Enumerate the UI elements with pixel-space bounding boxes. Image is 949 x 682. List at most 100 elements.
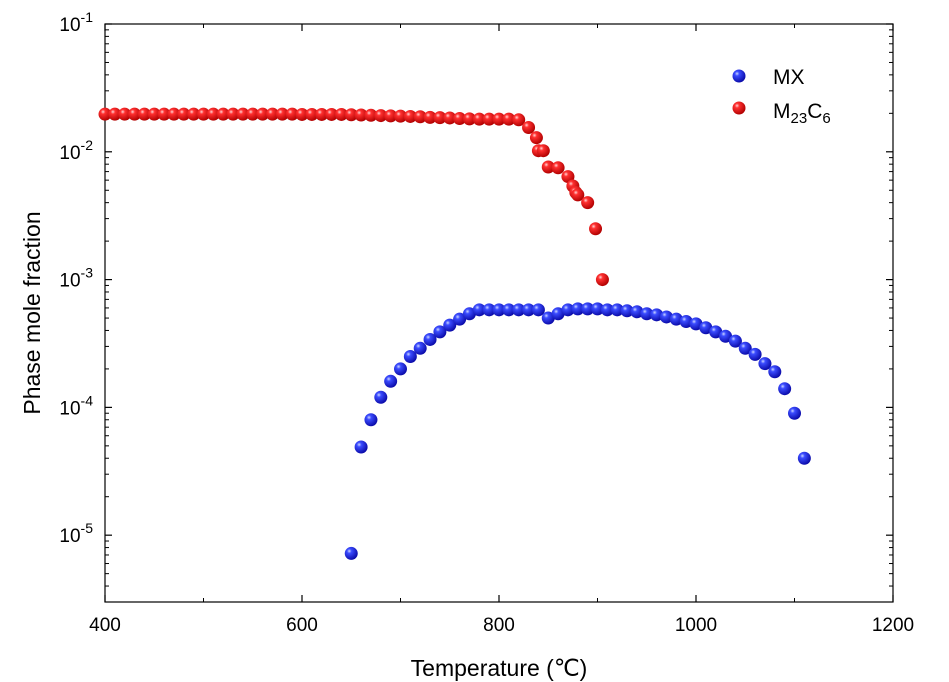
legend-marker-mx <box>732 69 746 83</box>
m23c6-point <box>256 107 270 121</box>
m23c6-point <box>443 111 457 125</box>
y-axis-title: Phase mole fraction <box>19 211 45 414</box>
mx-point <box>502 303 516 317</box>
m23c6-point <box>137 107 151 121</box>
m23c6-point <box>315 107 329 121</box>
mx-point <box>512 303 526 317</box>
m23c6-point <box>305 107 319 121</box>
m23c6-point <box>206 107 220 121</box>
m23c6-point <box>433 111 447 125</box>
mx-point <box>571 302 585 316</box>
mx-point <box>462 307 476 321</box>
m23c6-point <box>472 112 486 126</box>
mx-point <box>364 413 378 427</box>
legend-label-m23c6: M23C6 <box>773 100 831 127</box>
m23c6-point <box>344 108 358 122</box>
x-tick-label: 1000 <box>675 615 717 636</box>
mx-point <box>650 308 664 322</box>
mx-point <box>679 314 693 328</box>
mx-point <box>719 329 733 343</box>
x-tick-label: 600 <box>286 615 318 636</box>
m23c6-point <box>295 107 309 121</box>
mx-point <box>738 341 752 355</box>
m23c6-point <box>453 112 467 126</box>
legend: MX M23C6 <box>732 66 831 127</box>
m23c6-point <box>275 107 289 121</box>
mx-point <box>423 332 437 346</box>
m23c6-point <box>384 109 398 123</box>
m23c6-point <box>482 112 496 126</box>
mx-point <box>433 325 447 339</box>
m23c6-point <box>108 107 122 121</box>
m23c6-point <box>589 222 603 236</box>
mx-point <box>709 325 723 339</box>
m23c6-point <box>177 107 191 121</box>
mx-point <box>551 307 565 321</box>
m23c6-point <box>492 112 506 126</box>
mx-point <box>522 303 536 317</box>
mx-point <box>768 365 782 379</box>
mx-point <box>728 334 742 348</box>
y-tick-label: 10-3 <box>59 265 93 292</box>
y-tick-label: 10-4 <box>59 392 93 419</box>
mx-point <box>413 341 427 355</box>
m23c6-point <box>334 107 348 121</box>
m23c6-point <box>236 107 250 121</box>
mx-point <box>482 303 496 317</box>
mx-point <box>788 406 801 420</box>
m23c6-point <box>325 107 339 121</box>
m23c6-point <box>374 109 388 123</box>
x-tick-label: 800 <box>483 615 515 636</box>
m23c6-point <box>364 108 378 122</box>
mx-point <box>472 303 486 317</box>
m23c6-point <box>354 108 368 122</box>
mx-point <box>443 318 457 332</box>
m23c6-point <box>462 112 476 126</box>
m23c6-point <box>246 107 260 121</box>
m23c6-point <box>522 120 536 134</box>
m23c6-point <box>413 110 427 124</box>
mx-point <box>354 440 368 454</box>
m23c6-point <box>265 107 279 121</box>
m23c6-point <box>118 107 132 121</box>
mx-point <box>630 305 644 319</box>
mx-point <box>689 317 703 331</box>
m23c6-point <box>147 107 161 121</box>
m23c6-point <box>197 107 210 121</box>
m23c6-point <box>98 107 112 121</box>
m23c6-point <box>167 107 181 121</box>
m23c6-point <box>581 196 595 210</box>
mx-point <box>640 307 654 321</box>
m23c6-point <box>551 161 565 175</box>
x-axis-title: Temperature (℃) <box>411 655 588 681</box>
m23c6-point <box>128 107 142 121</box>
mx-point <box>394 362 407 376</box>
m23c6-point <box>394 109 407 123</box>
m23c6-point <box>157 107 171 121</box>
mx-point <box>699 321 713 335</box>
m23c6-point <box>502 112 516 126</box>
mx-point <box>659 310 673 324</box>
mx-point <box>403 350 417 364</box>
mx-point <box>669 312 683 326</box>
legend-label-mx: MX <box>773 66 805 89</box>
m23c6-point <box>571 188 585 202</box>
data-points <box>98 107 811 560</box>
mx-point <box>758 357 772 371</box>
mx-point <box>374 390 388 404</box>
m23c6-point <box>536 144 550 158</box>
m23c6-point <box>423 110 437 124</box>
m23c6-point <box>403 109 417 123</box>
m23c6-point <box>285 107 299 121</box>
mx-point <box>531 303 545 317</box>
mx-point <box>797 451 811 465</box>
mx-point <box>591 302 604 316</box>
m23c6-point <box>216 107 230 121</box>
mx-point <box>610 303 624 317</box>
mx-point <box>748 347 762 361</box>
m23c6-point <box>529 131 543 145</box>
m23c6-point <box>226 107 240 121</box>
mx-point <box>620 304 634 318</box>
y-tick-label: 10-2 <box>59 137 93 164</box>
